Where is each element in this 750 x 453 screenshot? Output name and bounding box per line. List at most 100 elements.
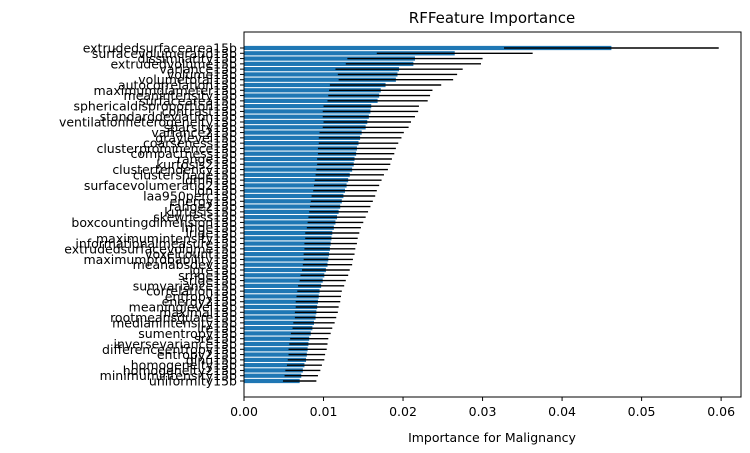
y-tick-label: energy215b [162, 294, 237, 309]
x-axis-label: Importance for Malignancy [408, 430, 576, 445]
y-tick-label: compactness15b [130, 146, 237, 161]
y-tick-label: skewness15b [153, 210, 237, 225]
bar-kurtosis215b [244, 162, 354, 167]
y-tick-label: variance15b [159, 62, 237, 77]
y-tick-label: clusterprominence15b [96, 141, 237, 156]
bar-rootmeansquare15b [244, 315, 316, 320]
bar-ventilationheterogeneity15b [244, 119, 368, 125]
y-tick-label: clustershade15b [133, 167, 237, 182]
bar-surfacevolumeratio215b [244, 183, 347, 188]
bar-range15b [244, 156, 355, 162]
bar-surfacevolumeratio15b [244, 51, 455, 56]
bar-standarddeviation15b [244, 114, 369, 119]
bar-surfacearea15b [244, 98, 378, 103]
y-tick-label: sparsity15b [164, 120, 237, 135]
bar-srhge15b [244, 273, 325, 278]
bar-sphericaldisproportion15b [244, 104, 372, 109]
y-tick-label: rootmeansquare15b [110, 310, 237, 325]
bar-meaninglevel15b [244, 304, 318, 310]
bar-srlge15b [244, 278, 323, 283]
y-tick-label: energy15b [170, 194, 237, 209]
bar-maximumdiameter15b [244, 88, 381, 93]
bar-entropy215b [244, 352, 307, 357]
y-tick-label: inversevariance15b [114, 337, 238, 352]
bar-homogeneity15b [244, 363, 305, 368]
y-tick-label: correlation15b [146, 284, 237, 299]
y-tick-label: meanintensity15b [124, 88, 238, 103]
bar-variance215b [244, 130, 362, 135]
y-tick-label: kurtosis15b [164, 204, 237, 219]
bar-extrudedsurfacevolume15b [244, 246, 330, 251]
bar-inversevariance15b [244, 341, 309, 347]
bar-energy215b [244, 299, 318, 304]
y-tick-label: ventilationheterogeneity15b [59, 115, 237, 130]
y-tick-label: volume15b [167, 67, 237, 82]
x-tick-label: 0.04 [548, 404, 576, 419]
bar-compactness15b [244, 151, 357, 156]
y-tick-label: standarddeviation15b [100, 109, 237, 124]
y-tick-label: srhge15b [178, 268, 237, 283]
y-tick-label: autocorrelation15b [118, 78, 237, 93]
y-tick-label: surfacevolumeratio215b [84, 178, 237, 193]
bar-maximumprobability15b [244, 257, 329, 262]
bar-maximal15b [244, 310, 317, 315]
y-tick-label: surfacevolumeratio15b [92, 46, 237, 61]
y-tick-label: uniformity15b [149, 374, 237, 389]
bar-sparsity15b [244, 125, 366, 130]
bar-meanabsdev15b [244, 262, 328, 267]
y-axis-ticks: extrudedsurfacearea15bsurfacevolumeratio… [59, 41, 244, 389]
bar-lre15b [244, 326, 313, 331]
bar-entropy15b [244, 294, 319, 299]
y-tick-label: voxelcount15b [145, 247, 237, 262]
y-tick-label: informationalmeasure15b [75, 236, 237, 251]
bar-kurtosis15b [244, 209, 339, 214]
bar-range215b [244, 204, 341, 209]
bar-sre15b [244, 336, 310, 341]
y-tick-label: laa950perc15b [143, 189, 237, 204]
y-tick-label: surfacearea15b [139, 93, 237, 108]
bar-contrast15b [244, 109, 371, 114]
bar-volume15b [244, 72, 398, 77]
x-tick-label: 0.05 [628, 404, 656, 419]
y-tick-label: lgre15b [189, 263, 237, 278]
y-tick-label: idmn15b [182, 173, 237, 188]
y-tick-label: maximumintensity15b [96, 231, 237, 246]
bar-autocorrelation15b [244, 82, 386, 88]
bar-glnu15b [244, 357, 307, 362]
y-tick-label: boxcountingdimension15b [71, 215, 237, 230]
y-tick-label: entropy215b [157, 347, 237, 362]
x-tick-label: 0.02 [389, 404, 417, 419]
bar-dissimilarity15b [244, 56, 415, 61]
bar-sumentropy15b [244, 331, 311, 336]
bar-extrudedsurfacearea15b [244, 45, 612, 51]
y-tick-label: sumvariance15b [133, 278, 237, 293]
x-axis-ticks: 0.00 0.01 0.02 0.03 0.04 0.05 0.06 [230, 397, 735, 419]
bar-maximumintensity15b [244, 236, 332, 241]
y-tick-label: range15b [177, 152, 237, 167]
bar-clusterprominence15b [244, 146, 357, 151]
bar-minimumintensity15b [244, 373, 302, 378]
y-tick-label: differenceentropy15b [102, 342, 237, 357]
error-bars-group [282, 47, 719, 382]
bar-idmn15b [244, 178, 349, 183]
bar-graylevel15b [244, 135, 361, 140]
bar-uniformity15b [244, 378, 300, 384]
bar-clustershade15b [244, 172, 350, 177]
bar-voxelcount15b [244, 252, 330, 257]
bar-boxcountingdimension15b [244, 220, 336, 225]
x-tick-label: 0.03 [469, 404, 497, 419]
bar-energy15b [244, 199, 342, 204]
y-tick-label: lrlge15b [185, 226, 237, 241]
y-tick-label: lre15b [197, 321, 237, 336]
y-tick-label: glnu15b [186, 352, 237, 367]
y-tick-label: minimumintensity15b [100, 368, 237, 383]
y-tick-label: volumetotal15b [138, 72, 237, 87]
y-tick-label: contrast15b [162, 104, 237, 119]
bar-sumvariance15b [244, 283, 322, 288]
y-tick-label: coarseness15b [143, 136, 237, 151]
y-tick-label: lrhge15b [181, 220, 237, 235]
y-tick-label: extrudedvolume15b [110, 56, 237, 71]
bar-medianintensity15b [244, 320, 314, 325]
y-tick-label: srlge15b [182, 273, 237, 288]
